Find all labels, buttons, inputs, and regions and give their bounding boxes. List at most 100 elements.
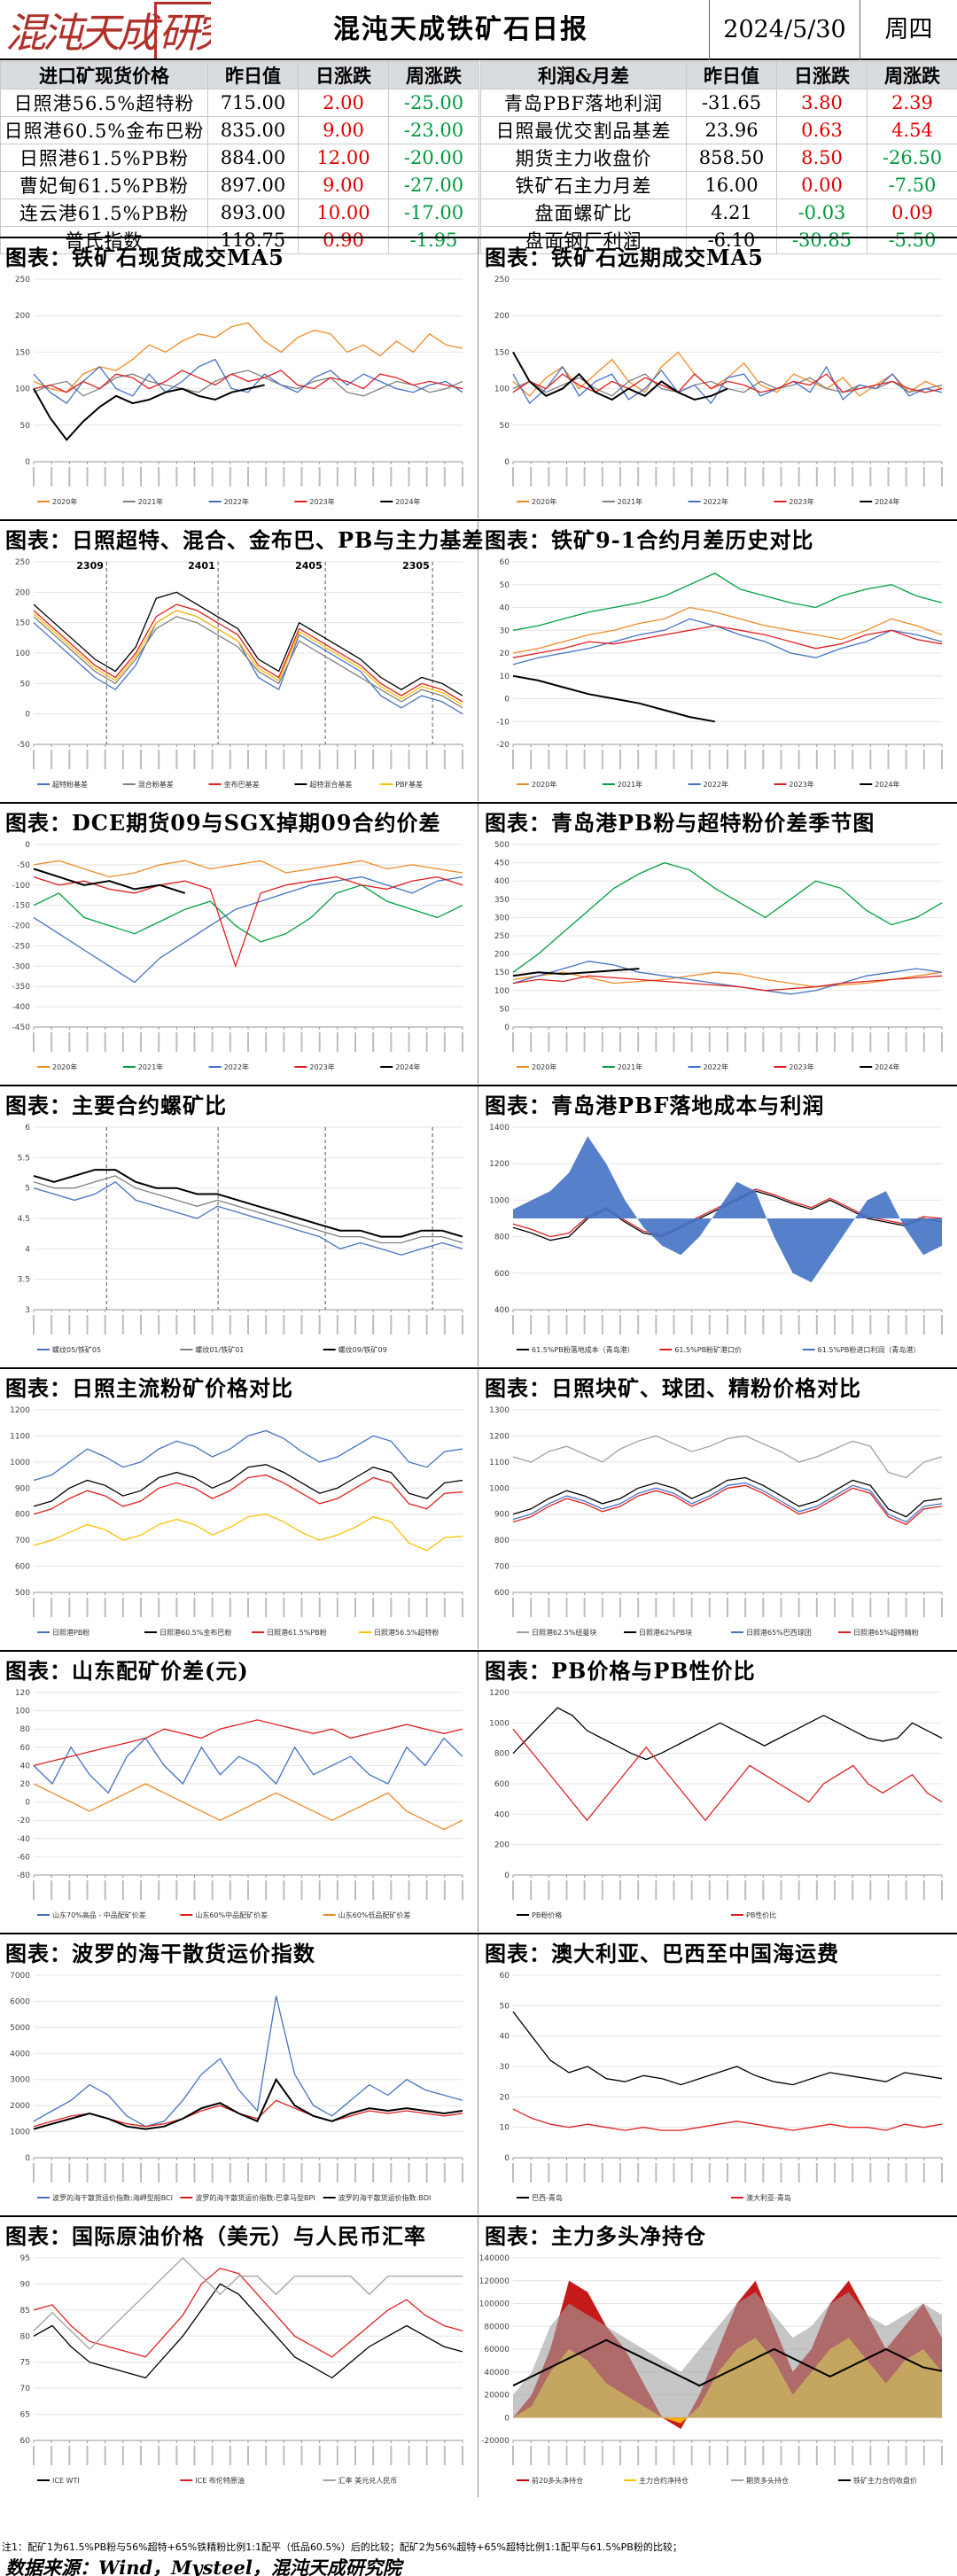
x-tick-label [727, 1032, 728, 1052]
x-tick-label [372, 1315, 375, 1335]
legend-label: 61.5%PB粉落地成本（青岛港） [532, 1345, 634, 1354]
x-tick-label [318, 2446, 321, 2465]
x-tick-label [744, 1032, 747, 1052]
y-tick-label: 100 [494, 987, 510, 996]
line-series [512, 961, 943, 995]
x-tick-label [673, 2446, 675, 2465]
x-tick-label [744, 1315, 747, 1335]
chart-title: 图表：青岛港PBF落地成本与利润 [485, 1093, 825, 1118]
x-tick-label [443, 467, 446, 486]
chart-svg: 0 1000 2000 3000 4000 5000 6000 7000 波罗的海干散货运价指数… [10, 1972, 463, 2202]
legend-label: 2020年 [532, 497, 556, 506]
y-tick-label: 200 [494, 1841, 510, 1850]
chart-svg: 0 50 100 150 200 250 300 350 400 450 500 2020年 2021年… [494, 841, 943, 1071]
x-tick-label [619, 2163, 621, 2183]
x-tick-label [887, 750, 890, 769]
x-tick-label [727, 467, 728, 486]
x-tick-label [637, 1598, 640, 1617]
x-tick-label [318, 1598, 321, 1617]
y-tick-label: -60 [17, 1853, 30, 1862]
x-tick-label [175, 2446, 178, 2465]
y-tick-label: -200 [12, 922, 31, 931]
x-tick-label [354, 1880, 356, 1900]
x-tick-label [601, 1032, 603, 1052]
profit-value: -31.65 [686, 89, 777, 117]
y-tick-label: 0 [504, 696, 510, 704]
legend-label: 2022年 [224, 497, 249, 506]
y-tick-label: 60000 [484, 2346, 510, 2354]
line-series [33, 1737, 463, 1794]
legend-label: 2020年 [52, 497, 77, 506]
x-tick-label [673, 2163, 675, 2183]
profit-value: 3.80 [776, 89, 868, 117]
line-series [512, 1476, 943, 1518]
x-tick-label [425, 1032, 428, 1052]
legend-label: 日照港60.5%金布巴粉 [160, 1628, 231, 1637]
report-date: 2024/5/30 [709, 0, 860, 60]
y-tick-label: 30 [500, 2063, 510, 2072]
x-tick-label [583, 467, 586, 486]
x-tick-label [548, 467, 550, 486]
x-tick-label [565, 1880, 568, 1900]
line-series [33, 610, 463, 705]
x-tick-label [300, 1880, 303, 1900]
x-tick-label [425, 467, 428, 486]
line-series [33, 1169, 463, 1238]
x-tick-label [104, 2163, 106, 2183]
profit-value: 4.21 [686, 198, 777, 227]
x-tick-label [140, 1598, 142, 1617]
x-tick-label [869, 2163, 872, 2183]
x-tick-label [708, 2163, 711, 2183]
profit-col-header: 昨日值 [686, 61, 777, 89]
y-tick-label: 0 [25, 841, 30, 850]
y-tick-label: 4000 [10, 2050, 30, 2058]
x-tick-label [390, 750, 393, 769]
y-tick-label: 700 [15, 1537, 30, 1545]
x-tick-label [158, 1315, 160, 1335]
x-tick-label [33, 750, 35, 769]
x-tick-label [211, 1315, 214, 1335]
chart-svg: 3 3.5 4 4.5 5 5.5 6 螺纹05/铁矿05 螺纹01/铁矿01 螺纹09/铁矿09 [18, 1124, 463, 1354]
spot-value: 835.00 [207, 116, 299, 144]
x-tick-label [869, 1032, 872, 1052]
x-tick-label [637, 1315, 640, 1335]
x-tick-label [690, 1598, 693, 1617]
x-tick-label [193, 1880, 196, 1900]
contract-label: 2401 [188, 560, 215, 572]
y-tick-label: 3 [25, 1306, 30, 1315]
x-tick-label [140, 750, 142, 769]
chart-panel: 图表：澳大利亚、巴西至中国海运费 0 10 20 30 40 50 60 巴西-青岛 澳大利亚-青… [479, 1934, 957, 2214]
x-tick-label [922, 1598, 925, 1617]
x-tick-label [51, 1880, 53, 1900]
x-tick-label [86, 1032, 89, 1052]
x-tick-label [193, 1598, 196, 1617]
spot-value: 897.00 [207, 171, 299, 199]
profit-value: 0.63 [776, 116, 868, 144]
x-tick-label [33, 1032, 35, 1052]
chart-title: 图表：青岛港PB粉与超特粉价差季节图 [485, 810, 875, 836]
x-tick-label [583, 1315, 586, 1335]
x-tick-label [708, 467, 711, 486]
x-tick-label [798, 1315, 800, 1335]
legend-label: 期货多头持仓 [746, 2476, 789, 2485]
x-tick-label [548, 2446, 550, 2465]
x-tick-label [941, 1880, 943, 1900]
x-tick-label [247, 2446, 249, 2465]
x-tick-label [762, 2163, 765, 2183]
x-tick-label [408, 1880, 410, 1900]
x-tick-label [121, 750, 124, 769]
y-tick-label: 65 [20, 2411, 30, 2420]
x-tick-label [673, 1880, 675, 1900]
x-tick-label [140, 2163, 142, 2183]
x-tick-label [601, 2163, 603, 2183]
x-tick-label [68, 1880, 71, 1900]
legend-label: 2021年 [138, 497, 163, 506]
x-tick-label [247, 1880, 249, 1900]
x-tick-label [887, 2446, 890, 2465]
chart-title: 图表：主要合约螺矿比 [5, 1093, 227, 1118]
x-tick-label [86, 1880, 89, 1900]
x-tick-label [336, 1880, 338, 1900]
x-tick-label [425, 1315, 428, 1335]
spot-value: -20.00 [388, 144, 479, 172]
y-tick-label: 40 [500, 2033, 510, 2042]
